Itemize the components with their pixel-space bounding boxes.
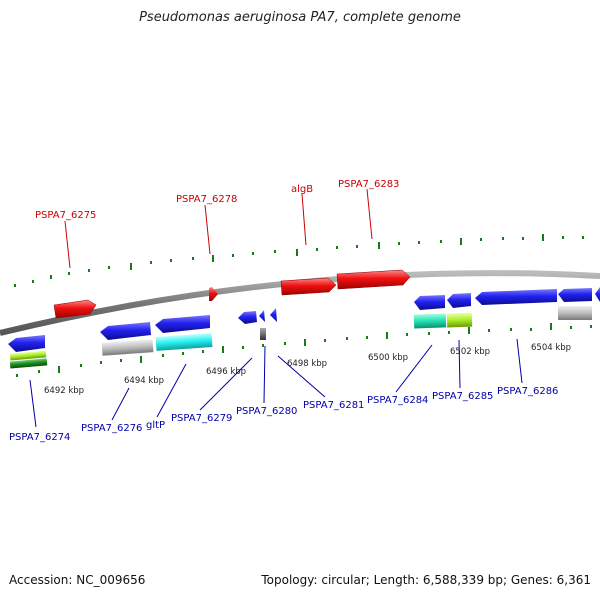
tick-label: 6500 kbp [368, 353, 408, 363]
genome-summary-text: Topology: circular; Length: 6,588,339 bp… [261, 573, 591, 587]
gene-arrow-PSPA7_6280[interactable] [259, 310, 265, 322]
gene-label-reverse[interactable]: PSPA7_6280 [236, 406, 297, 417]
label-connectors [29, 188, 523, 428]
gene-arrow-unlabeled-1[interactable] [558, 288, 592, 302]
tick-label: 6502 kbp [450, 347, 490, 357]
gene-arrow-algB[interactable] [280, 277, 337, 296]
gene-arrow-PSPA7_6275[interactable] [53, 299, 97, 319]
reverse-genes [8, 287, 600, 369]
gene-label-reverse[interactable]: PSPA7_6284 [367, 395, 428, 406]
gene-box-PSPA7_6276-gray [101, 339, 154, 356]
tick-label: 6496 kbp [206, 367, 246, 377]
gene-arrow-PSPA7_6278[interactable] [209, 287, 218, 301]
gene-arrow-PSPA7_6284[interactable] [414, 295, 445, 310]
forward-genes [53, 269, 411, 319]
gene-arrow-PSPA7_6285[interactable] [447, 293, 471, 308]
genome-title: Pseudomonas aeruginosa PA7, complete gen… [139, 10, 461, 25]
gene-box-PSPA7_6280-dark [260, 328, 266, 340]
tick-label: 6492 kbp [44, 386, 84, 396]
gene-label-reverse[interactable]: PSPA7_6285 [432, 391, 493, 402]
gene-box-PSPA7_6284-teal [413, 313, 447, 329]
accession-text: Accession: NC_009656 [9, 573, 146, 587]
forward-scale [14, 234, 584, 287]
gene-arrow-PSPA7_6281[interactable] [270, 308, 277, 322]
gene-arrow-PSPA7_6283[interactable] [336, 269, 411, 290]
gene-box-gltP-cyan [155, 333, 213, 351]
gene-arrow-unlabeled-2[interactable] [595, 287, 600, 302]
reverse-scale [16, 323, 592, 377]
gene-label-forward[interactable]: PSPA7_6275 [35, 210, 96, 221]
tick-label: 6498 kbp [287, 359, 327, 369]
gene-box-PSPA7_6274-green [9, 358, 48, 369]
gene-label-reverse[interactable]: PSPA7_6274 [9, 432, 70, 443]
gene-arrow-PSPA7_6276[interactable] [100, 322, 151, 340]
gene-box-PSPA7_6285-lime [446, 312, 473, 328]
gene-box-unlabeled-gray [558, 306, 592, 320]
gene-label-forward[interactable]: PSPA7_6278 [176, 194, 237, 205]
gene-arrow-PSPA7_6286[interactable] [475, 289, 557, 305]
gene-arrow-PSPA7_6279[interactable] [238, 311, 257, 324]
tick-label: 6504 kbp [531, 343, 571, 353]
gene-label-reverse[interactable]: PSPA7_6279 [171, 413, 232, 424]
gene-label-forward[interactable]: PSPA7_6283 [338, 179, 399, 190]
gene-label-reverse[interactable]: PSPA7_6276 [81, 423, 142, 434]
gene-label-reverse[interactable]: PSPA7_6286 [497, 386, 558, 397]
gene-box-PSPA7_6274-lime [9, 350, 47, 361]
gene-label-forward[interactable]: algB [291, 184, 313, 195]
gene-arrow-gltP[interactable] [155, 315, 210, 333]
tick-label: 6494 kbp [124, 376, 164, 386]
gene-label-reverse[interactable]: PSPA7_6281 [303, 400, 364, 411]
gene-arrow-PSPA7_6274[interactable] [8, 335, 45, 352]
gene-label-reverse[interactable]: gltP [146, 420, 165, 431]
